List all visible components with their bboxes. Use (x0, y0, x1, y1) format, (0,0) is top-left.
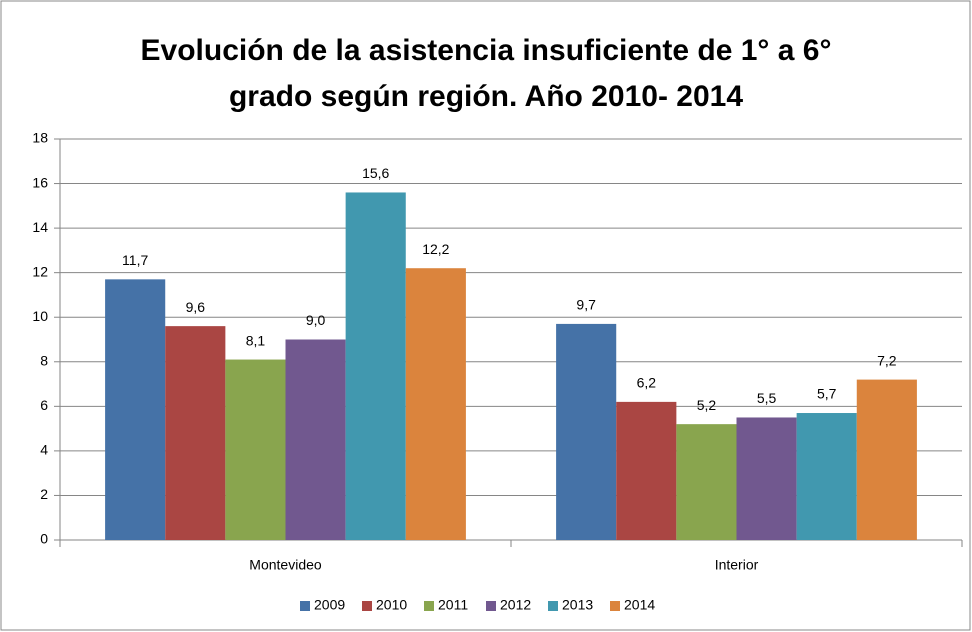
legend-swatch (486, 601, 496, 611)
legend-label: 2010 (376, 597, 407, 613)
y-tick-label: 12 (32, 263, 48, 279)
value-label: 9,0 (306, 312, 326, 328)
legend-label: 2011 (438, 597, 468, 613)
legend-swatch (424, 601, 434, 611)
bar (285, 339, 346, 540)
y-tick-label: 6 (40, 397, 48, 413)
value-label: 12,2 (422, 241, 449, 257)
bar (616, 401, 677, 540)
bar (165, 326, 226, 540)
value-label: 5,7 (817, 386, 837, 402)
x-tick-label: Montevideo (249, 557, 322, 573)
legend-swatch (300, 601, 310, 611)
y-tick-label: 8 (40, 352, 48, 368)
legend-label: 2012 (500, 597, 531, 613)
bar (405, 268, 466, 540)
value-label: 9,7 (576, 297, 596, 313)
chart-title: grado según región. Año 2010- 2014 (229, 80, 743, 113)
chart-title: Evolución de la asistencia insuficiente … (141, 34, 832, 67)
bar (796, 413, 857, 540)
legend-swatch (548, 601, 558, 611)
value-label: 5,5 (757, 390, 777, 406)
y-tick-label: 16 (32, 174, 48, 190)
value-label: 15,6 (362, 165, 389, 181)
bar (556, 323, 617, 540)
value-label: 5,2 (697, 397, 717, 413)
y-tick-label: 18 (32, 130, 48, 146)
bar (676, 424, 737, 540)
value-label: 11,7 (122, 252, 148, 268)
legend-swatch (610, 601, 620, 611)
x-tick-label: Interior (715, 557, 759, 573)
bar (105, 279, 166, 540)
value-label: 9,6 (186, 299, 206, 315)
value-label: 8,1 (246, 332, 266, 348)
legend-label: 2009 (314, 597, 345, 613)
bar (736, 417, 797, 540)
y-tick-label: 4 (40, 442, 48, 458)
y-tick-label: 14 (32, 219, 48, 235)
y-tick-label: 2 (40, 486, 48, 502)
bar (345, 192, 406, 540)
legend-label: 2014 (624, 597, 655, 613)
y-tick-label: 0 (40, 531, 48, 547)
y-tick-label: 10 (32, 308, 48, 324)
legend-label: 2013 (562, 597, 593, 613)
value-label: 6,2 (637, 375, 657, 391)
bar (856, 379, 917, 540)
value-label: 7,2 (877, 352, 897, 368)
bar (225, 359, 286, 540)
legend-swatch (362, 601, 372, 611)
